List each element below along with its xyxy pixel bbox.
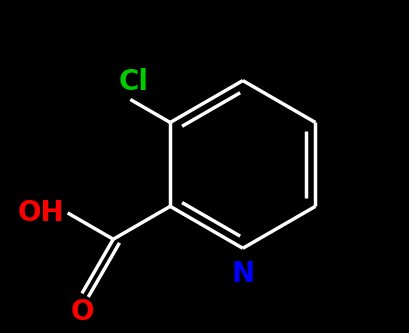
Text: Cl: Cl [118,68,148,96]
Text: O: O [70,298,94,326]
Text: N: N [231,260,254,288]
Text: OH: OH [18,199,64,227]
